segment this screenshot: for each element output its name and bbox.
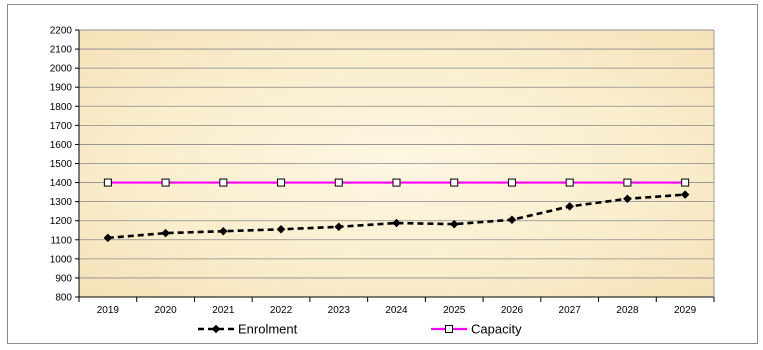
series-line-enrolment xyxy=(107,193,686,240)
y-tick-label: 900 xyxy=(55,273,72,284)
y-tick-label: 1100 xyxy=(50,235,72,246)
data-point-enrolment xyxy=(218,226,228,236)
y-tick-label: 1200 xyxy=(50,216,73,227)
data-point-capacity xyxy=(623,178,632,187)
data-point-capacity xyxy=(507,178,516,187)
legend-label: Enrolment xyxy=(238,322,298,337)
data-point-enrolment xyxy=(449,219,459,229)
x-tick-label: 2020 xyxy=(154,305,177,316)
y-tick-label: 1500 xyxy=(50,159,73,170)
data-point-capacity xyxy=(392,178,401,187)
y-tick-label: 1400 xyxy=(50,178,73,189)
data-point-enrolment xyxy=(623,194,632,204)
x-tick-label: 2026 xyxy=(501,305,524,316)
data-point-enrolment xyxy=(565,202,575,211)
y-tick-label: 1000 xyxy=(50,254,73,265)
data-point-enrolment xyxy=(507,215,517,225)
y-tick-label: 2100 xyxy=(50,45,73,56)
data-point-capacity xyxy=(277,178,286,187)
x-tick-label: 2024 xyxy=(385,305,408,316)
data-point-capacity xyxy=(103,178,112,187)
data-point-enrolment xyxy=(276,224,286,234)
y-tick-labels: 800 900 1000 1100 1200 1300 1400 1500 1600 1700 18… xyxy=(50,26,73,304)
x-tick-label: 2029 xyxy=(674,305,697,316)
data-point-enrolment xyxy=(161,228,170,238)
y-tick-label: 1800 xyxy=(50,102,73,113)
legend-label: Capacity xyxy=(471,322,522,337)
x-tick-label: 2027 xyxy=(559,305,582,316)
data-point-capacity xyxy=(334,178,343,187)
x-tick-label: 2023 xyxy=(328,305,351,316)
data-point-enrolment xyxy=(392,218,401,228)
x-tick-label: 2019 xyxy=(97,305,120,316)
data-point-enrolment xyxy=(334,222,344,232)
y-tick-label: 1600 xyxy=(50,140,73,151)
series xyxy=(103,178,690,243)
data-point-capacity xyxy=(681,178,690,187)
legend: Enrolment Capacity xyxy=(198,322,522,337)
x-tick-label: 2025 xyxy=(443,305,466,316)
legend-marker xyxy=(445,325,453,333)
y-tick-label: 2200 xyxy=(50,26,73,37)
y-tick-label: 1300 xyxy=(50,197,73,208)
data-point-capacity xyxy=(565,178,574,187)
x-tick-label: 2022 xyxy=(270,305,293,316)
data-point-capacity xyxy=(161,178,170,187)
legend-item-capacity: Capacity xyxy=(431,322,522,337)
x-tick-label: 2021 xyxy=(212,305,235,316)
axes xyxy=(78,29,715,302)
x-tick-labels: 2019 2020 2021 2022 2023 2024 2025 2026 2027 2028… xyxy=(97,305,697,316)
y-tick-label: 2000 xyxy=(50,64,73,75)
y-tick-label: 1900 xyxy=(50,83,73,94)
x-tick-label: 2028 xyxy=(616,305,639,316)
y-tick-label: 1700 xyxy=(50,121,73,132)
data-point-capacity xyxy=(450,178,459,187)
legend-item-enrolment: Enrolment xyxy=(198,322,298,337)
data-point-capacity xyxy=(219,178,228,187)
data-point-enrolment xyxy=(103,233,113,243)
y-tick-label: 800 xyxy=(55,293,72,304)
legend-marker xyxy=(211,324,221,334)
data-point-enrolment xyxy=(680,190,690,199)
